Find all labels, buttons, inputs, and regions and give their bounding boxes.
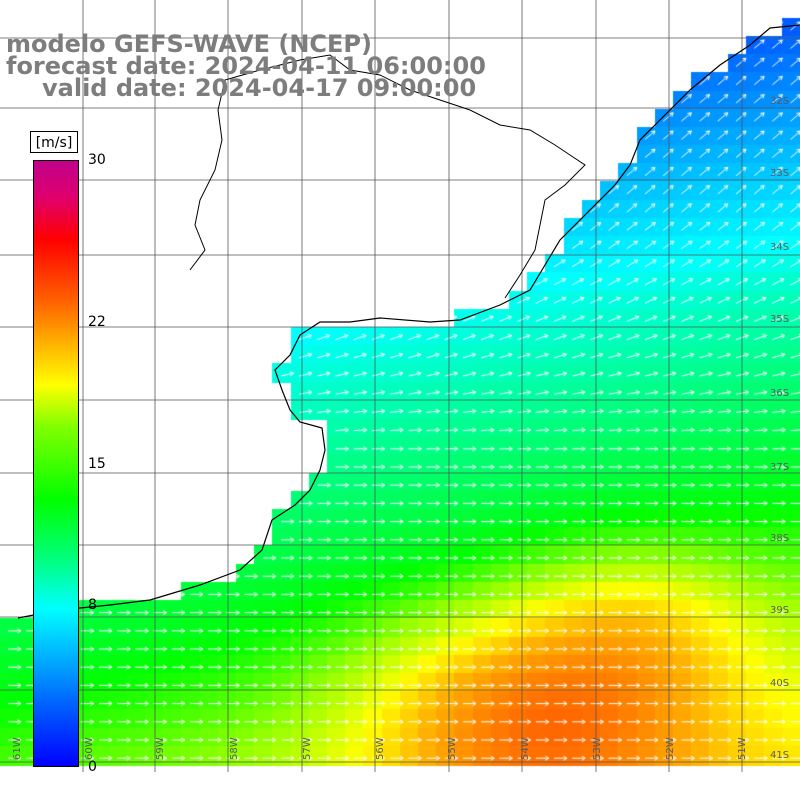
colorbar-tick-label: 22 — [88, 313, 106, 330]
longitude-label: 53W — [592, 737, 603, 760]
latitude-label: 35S — [770, 314, 789, 325]
longitude-label: 58W — [229, 737, 240, 760]
colorbar — [33, 160, 79, 767]
colorbar-tick-label: 8 — [88, 597, 97, 614]
longitude-label: 61W — [12, 737, 23, 760]
valid-date: valid date: 2024-04-17 09:00:00 — [42, 74, 477, 102]
model-title: modelo GEFS-WAVE (NCEP) — [6, 30, 372, 58]
longitude-label: 56W — [375, 737, 386, 760]
longitude-label: 59W — [155, 737, 166, 760]
longitude-label: 55W — [447, 737, 458, 760]
forecast-date: forecast date: 2024-04-11 06:00:00 — [6, 52, 486, 80]
longitude-label: 51W — [737, 737, 748, 760]
latitude-label: 33S — [770, 168, 789, 179]
colorbar-tick-label: 30 — [88, 152, 106, 168]
latitude-label: 41S — [770, 750, 789, 761]
colorbar-unit: [m/s] — [30, 131, 78, 153]
latitude-label: 38S — [770, 533, 789, 544]
latitude-label: 39S — [770, 605, 789, 616]
longitude-label: 54W — [520, 737, 531, 760]
lat-lon-grid — [0, 0, 800, 772]
latitude-labels: 32S 33S 34S 35S 36S 37S 38S 39S 40S 41S — [770, 96, 789, 761]
colorbar-tick-label: 15 — [88, 455, 106, 472]
country-border — [189, 54, 586, 299]
latitude-label: 32S — [770, 96, 789, 107]
longitude-label: 52W — [665, 737, 676, 760]
coastline — [17, 24, 800, 619]
longitude-labels: 61W 60W 59W 58W 57W 56W 55W 54W 53W 52W 51W — [12, 737, 748, 760]
latitude-label: 36S — [770, 388, 789, 399]
latitude-label: 37S — [770, 462, 789, 473]
longitude-label: 57W — [302, 737, 313, 760]
longitude-label: 60W — [84, 737, 95, 760]
latitude-label: 40S — [770, 678, 789, 689]
colorbar-tick-label: 0 — [88, 759, 97, 775]
latitude-label: 34S — [770, 242, 789, 253]
